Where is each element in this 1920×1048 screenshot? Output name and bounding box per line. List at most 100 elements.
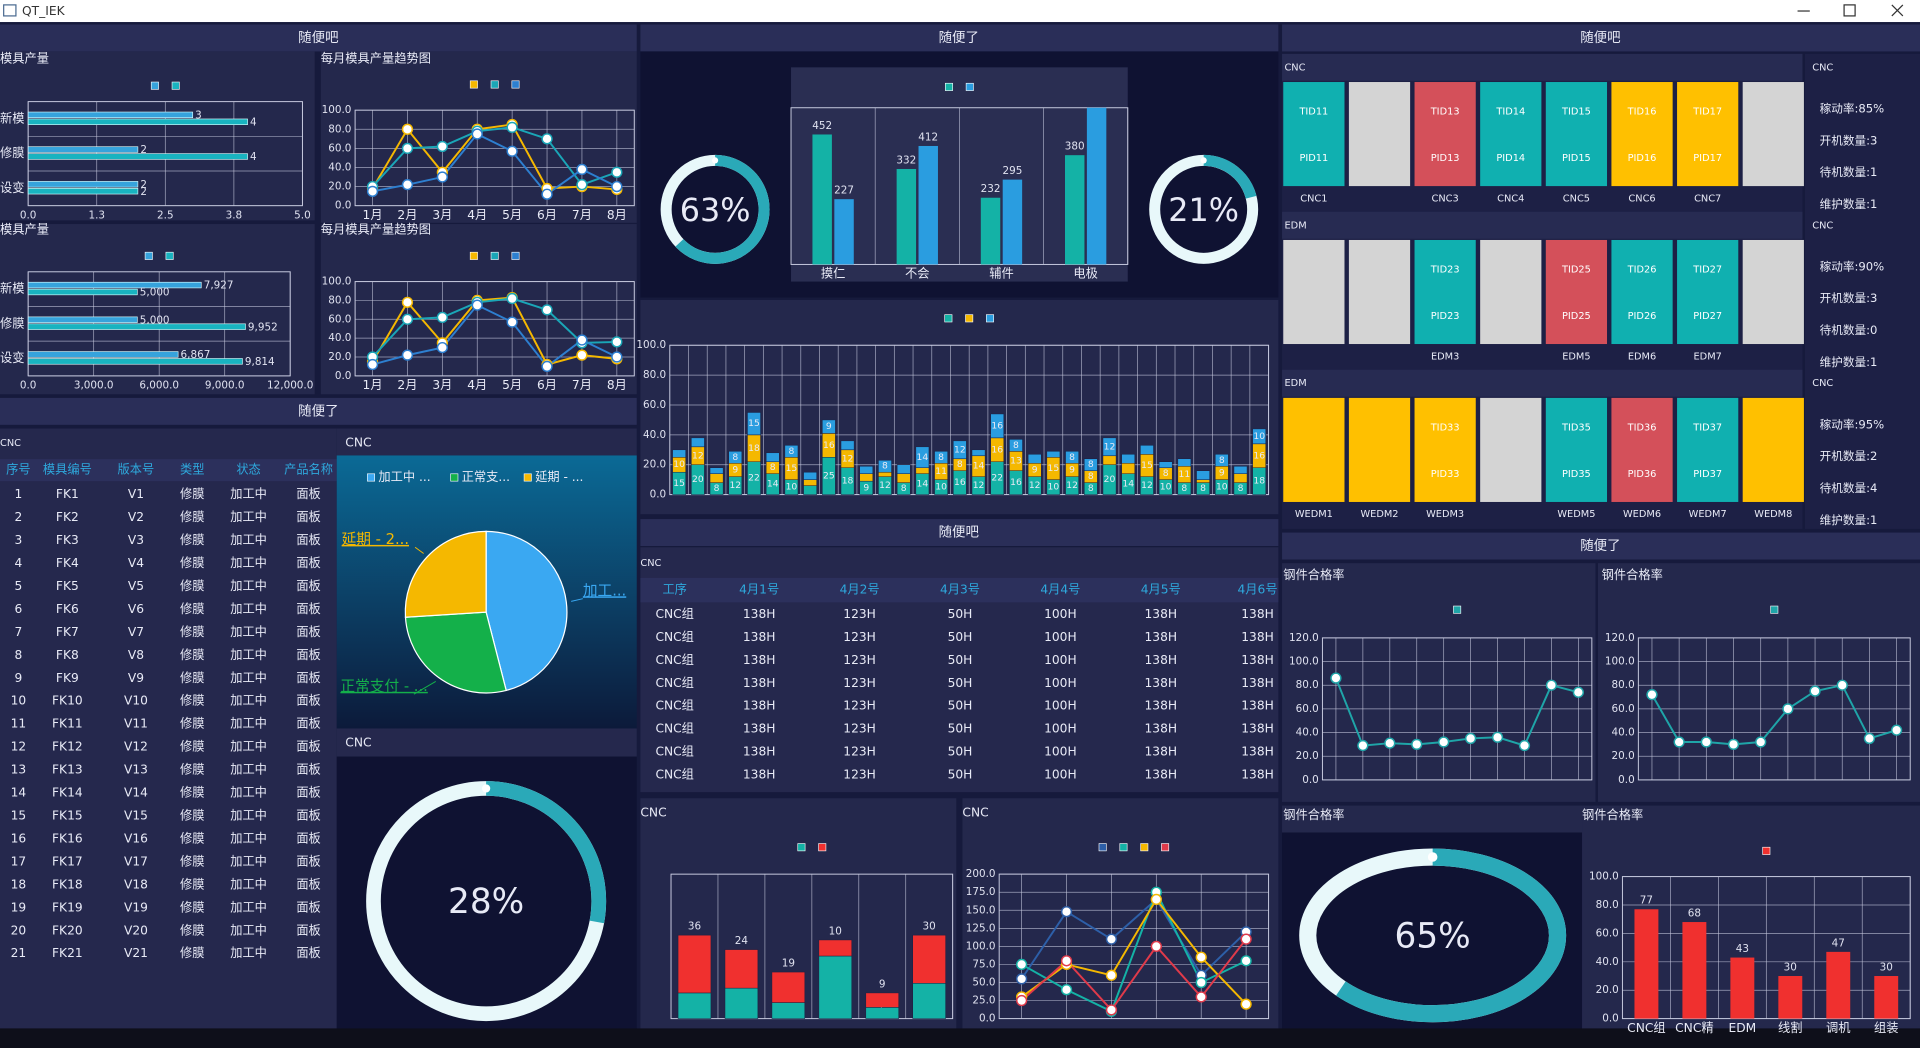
y-tick-label: 20.0 bbox=[1612, 750, 1635, 762]
table-cell: 修膜 bbox=[180, 716, 204, 731]
value-label: 18 bbox=[842, 476, 854, 487]
tile-name: CNC5 bbox=[1563, 193, 1590, 204]
x-tick-label: 2.5 bbox=[157, 209, 174, 221]
value-label: 8 bbox=[789, 446, 795, 457]
x-tick-label: 组装 bbox=[1874, 1021, 1898, 1035]
y-tick-label: 80.0 bbox=[328, 294, 351, 306]
panel-title: 随便吧 bbox=[1580, 30, 1620, 46]
legend-marker bbox=[1762, 846, 1771, 855]
line bbox=[1020, 897, 1247, 980]
bar-segment bbox=[934, 451, 948, 464]
column-header: 4月3号 bbox=[940, 583, 980, 597]
bar-segment bbox=[724, 987, 759, 1019]
value-label: 20 bbox=[1104, 474, 1116, 485]
pie-slice bbox=[404, 530, 487, 618]
donut-arc bbox=[1149, 154, 1259, 264]
x-tick-label: 1月 bbox=[363, 378, 383, 392]
point bbox=[1357, 739, 1369, 752]
point bbox=[1727, 738, 1740, 751]
donut-knob bbox=[712, 157, 719, 164]
point bbox=[506, 316, 518, 328]
table-cell: 修膜 bbox=[180, 578, 204, 593]
point bbox=[1150, 893, 1162, 906]
table-cell: FK20 bbox=[52, 923, 83, 937]
window-title: QT_IEK bbox=[22, 4, 66, 18]
point bbox=[541, 304, 553, 316]
donut-arc bbox=[366, 781, 607, 1022]
tile-pid: PID26 bbox=[1628, 311, 1657, 322]
table-cell: 面板 bbox=[296, 786, 320, 800]
x-tick-label: 1月 bbox=[363, 208, 383, 222]
x-tick-label: 9,000.0 bbox=[205, 380, 245, 392]
legend-marker bbox=[1140, 843, 1149, 852]
table-cell: 138H bbox=[743, 699, 776, 713]
value-label: 227 bbox=[834, 185, 854, 197]
point bbox=[611, 351, 623, 363]
legend-marker bbox=[490, 251, 499, 260]
y-tick-label: 60.0 bbox=[328, 142, 351, 154]
value-label: 9,814 bbox=[245, 356, 275, 368]
tile-tid: TID35 bbox=[1561, 422, 1591, 433]
table-cell: 面板 bbox=[296, 556, 320, 570]
table-cell: 修膜 bbox=[180, 555, 204, 570]
point bbox=[576, 334, 588, 346]
pie-slice bbox=[404, 611, 507, 694]
slice-label: 加工... bbox=[583, 582, 626, 599]
slice-label: 正常支付 - ... bbox=[340, 678, 427, 695]
value-label: 8 bbox=[732, 452, 738, 463]
value-label: 5,000 bbox=[140, 287, 170, 299]
table-cell: V21 bbox=[124, 946, 148, 960]
table-cell: 50H bbox=[948, 699, 973, 713]
table-cell: 50H bbox=[948, 676, 973, 690]
y-tick-label: 100.0 bbox=[636, 339, 666, 351]
group-label: EDM bbox=[1284, 220, 1306, 231]
point bbox=[611, 166, 623, 178]
tile-name: EDM7 bbox=[1693, 351, 1721, 362]
maximize-button[interactable] bbox=[1843, 4, 1856, 17]
panel bbox=[0, 224, 315, 395]
bar-segment bbox=[1027, 454, 1042, 464]
table-cell: 100H bbox=[1044, 607, 1077, 621]
y-tick-label: 100.0 bbox=[966, 940, 996, 952]
bar-segment bbox=[803, 471, 817, 480]
panel bbox=[962, 798, 1279, 1041]
table-cell: 100H bbox=[1044, 653, 1077, 667]
table-cell: FK5 bbox=[56, 579, 79, 593]
value-label: 30 bbox=[923, 921, 936, 933]
table-cell: V18 bbox=[124, 877, 148, 891]
table-cell: 123H bbox=[843, 676, 876, 690]
table-cell: 面板 bbox=[296, 808, 320, 822]
y-tick-label: 0.0 bbox=[1602, 1013, 1619, 1025]
chart-title: 钢件合格率 bbox=[1602, 567, 1663, 582]
x-tick-label: 2月 bbox=[397, 208, 417, 222]
table-cell: 123H bbox=[843, 699, 876, 713]
table-cell: CNC组 bbox=[655, 630, 693, 644]
bar-segment bbox=[1196, 479, 1210, 483]
tile-tid: TID26 bbox=[1627, 264, 1657, 275]
table-cell: 138H bbox=[1241, 607, 1274, 621]
y-tick-label: 40.0 bbox=[328, 332, 351, 344]
bar bbox=[1730, 957, 1755, 1019]
legend-marker bbox=[965, 82, 974, 91]
table-cell: 1 bbox=[14, 487, 22, 501]
table-cell: 138H bbox=[1145, 744, 1178, 758]
line bbox=[371, 296, 617, 366]
column-header: 类型 bbox=[180, 463, 204, 477]
table-cell: 加工中 bbox=[230, 716, 267, 731]
close-button[interactable] bbox=[1891, 4, 1904, 17]
tile-tid: TID27 bbox=[1692, 264, 1722, 275]
bar bbox=[27, 188, 139, 195]
table-cell: 138H bbox=[1145, 607, 1178, 621]
table-cell: 修膜 bbox=[180, 785, 204, 800]
y-tick-label: 25.0 bbox=[972, 995, 995, 1007]
value-label: 8 bbox=[1219, 455, 1225, 466]
group-label: EDM bbox=[1284, 378, 1306, 389]
y-tick-label: 40.0 bbox=[328, 161, 351, 173]
tile-name: WEDM3 bbox=[1426, 509, 1464, 520]
point bbox=[436, 140, 448, 153]
line bbox=[1651, 684, 1897, 746]
legend-marker bbox=[450, 473, 459, 482]
table-cell: 138H bbox=[743, 722, 776, 736]
table-cell: 面板 bbox=[296, 579, 320, 593]
table-cell: 12 bbox=[11, 740, 27, 754]
